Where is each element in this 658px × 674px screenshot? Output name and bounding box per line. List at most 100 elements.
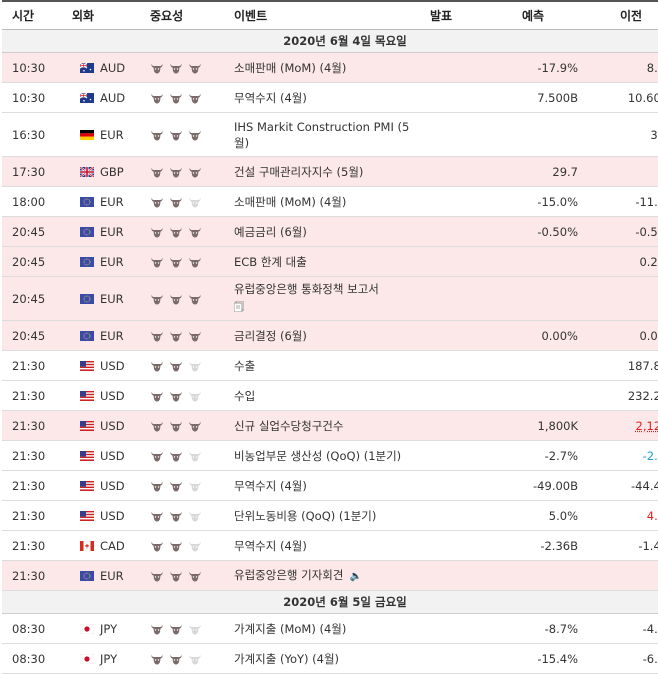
event-cell: 가계지출 (YoY) (4월)	[230, 644, 426, 674]
event-link[interactable]: 가계지출 (MoM) (4월)	[234, 622, 346, 636]
previous-value	[582, 561, 658, 591]
event-time: 10:30	[2, 83, 68, 113]
event-link[interactable]: 무역수지 (4월)	[234, 91, 307, 105]
actual-value	[426, 247, 484, 277]
event-cell: 신규 실업수당청구건수	[230, 411, 426, 441]
event-link[interactable]: 가계지출 (YoY) (4월)	[234, 652, 339, 666]
bull-icon	[150, 510, 164, 522]
eu-flag-icon	[80, 225, 94, 235]
previous-value-text: -44.40B	[631, 479, 658, 493]
forecast-value: 5.0%	[484, 501, 582, 531]
forecast-value: -2.7%	[484, 441, 582, 471]
currency-code: EUR	[100, 329, 124, 343]
bull-icon	[169, 653, 183, 665]
bull-icon	[169, 450, 183, 462]
previous-value: -44.40B	[582, 471, 658, 501]
event-cell: 가계지출 (MoM) (4월)	[230, 614, 426, 644]
event-time: 21:30	[2, 501, 68, 531]
event-link[interactable]: 소매판매 (MoM) (4월)	[234, 61, 346, 75]
event-cell: 무역수지 (4월)	[230, 83, 426, 113]
event-link[interactable]: 예금금리 (6월)	[234, 225, 307, 239]
bull-icon	[188, 653, 202, 665]
event-link[interactable]: 건설 구매관리자지수 (5월)	[234, 165, 363, 179]
actual-value	[426, 501, 484, 531]
bull-icon	[188, 540, 202, 552]
event-time: 20:45	[2, 217, 68, 247]
bull-icon	[169, 390, 183, 402]
actual-value	[426, 53, 484, 83]
currency-code: CAD	[100, 539, 125, 553]
actual-value	[426, 411, 484, 441]
bull-icon	[150, 129, 164, 141]
bull-icon	[188, 166, 202, 178]
event-cell: 비농업부문 생산성 (QoQ) (1분기)	[230, 441, 426, 471]
event-link[interactable]: ECB 한계 대출	[234, 255, 307, 269]
bull-icon	[150, 226, 164, 238]
event-link[interactable]: 신규 실업수당청구건수	[234, 419, 343, 433]
currency-code: AUD	[100, 61, 125, 75]
event-link[interactable]: 수출	[234, 359, 255, 373]
us-flag-icon	[80, 359, 94, 369]
currency-code: USD	[100, 509, 125, 523]
event-link[interactable]: 무역수지 (4월)	[234, 539, 307, 553]
bull-icon	[150, 166, 164, 178]
event-link[interactable]: 수입	[234, 389, 255, 403]
bull-icon	[169, 226, 183, 238]
actual-value	[426, 614, 484, 644]
bull-icon	[169, 196, 183, 208]
forecast-value: -8.7%	[484, 614, 582, 644]
event-link[interactable]: 무역수지 (4월)	[234, 479, 307, 493]
event-link[interactable]: 금리결정 (6월)	[234, 329, 307, 343]
importance-cell	[146, 441, 230, 471]
actual-value	[426, 531, 484, 561]
previous-value-text: 0.25%	[639, 255, 658, 269]
event-link[interactable]: 유럽중앙은행 기자회견	[234, 568, 343, 582]
event-link[interactable]: IHS Markit Construction PMI (5월)	[234, 120, 409, 150]
event-time: 20:45	[2, 277, 68, 321]
bull-icon	[150, 390, 164, 402]
header-previous: 이전	[582, 1, 658, 30]
previous-value-text: -4.0%	[643, 622, 658, 636]
event-link[interactable]: 비농업부문 생산성 (QoQ) (1분기)	[234, 449, 401, 463]
jp-flag-icon	[80, 652, 94, 662]
bull-icon	[169, 62, 183, 74]
bull-icon	[150, 540, 164, 552]
bull-icon	[188, 62, 202, 74]
importance-cell	[146, 113, 230, 157]
importance-cell	[146, 471, 230, 501]
event-link[interactable]: 단위노동비용 (QoQ) (1분기)	[234, 509, 376, 523]
event-link[interactable]: 유럽중앙은행 통화정책 보고서	[234, 282, 379, 296]
currency-cell: USD	[68, 441, 146, 471]
event-time: 20:45	[2, 247, 68, 277]
event-cell: 수출	[230, 351, 426, 381]
currency-cell: EUR	[68, 217, 146, 247]
event-time: 21:30	[2, 531, 68, 561]
event-cell: 금리결정 (6월)	[230, 321, 426, 351]
previous-value-text: 0.00%	[639, 329, 658, 343]
event-link[interactable]: 소매판매 (MoM) (4월)	[234, 195, 346, 209]
document-icon[interactable]	[234, 300, 244, 311]
us-flag-icon	[80, 479, 94, 489]
speaker-icon[interactable]: 🔈	[349, 569, 361, 585]
eu-flag-icon	[80, 195, 94, 205]
bull-icon	[150, 330, 164, 342]
